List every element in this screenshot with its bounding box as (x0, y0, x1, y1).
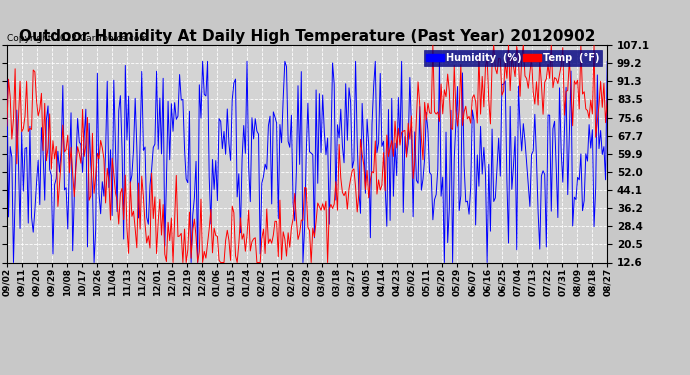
Text: Copyright 2012 Cartronics.com: Copyright 2012 Cartronics.com (7, 34, 148, 43)
Legend: Humidity  (%), Temp  (°F): Humidity (%), Temp (°F) (424, 50, 602, 66)
Title: Outdoor Humidity At Daily High Temperature (Past Year) 20120902: Outdoor Humidity At Daily High Temperatu… (19, 29, 595, 44)
